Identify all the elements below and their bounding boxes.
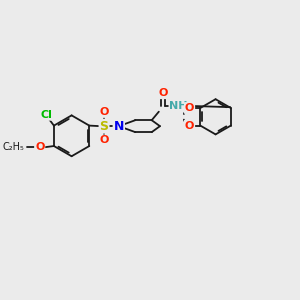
Text: O: O: [158, 88, 168, 98]
Text: O: O: [35, 142, 44, 152]
Text: N: N: [114, 120, 124, 133]
Text: O: O: [185, 103, 194, 113]
Text: O: O: [99, 107, 109, 117]
Text: O: O: [99, 135, 109, 146]
Text: C₂H₅: C₂H₅: [2, 142, 24, 152]
Text: S: S: [100, 120, 109, 133]
Text: O: O: [185, 121, 194, 130]
Text: NH: NH: [169, 101, 188, 111]
Text: Cl: Cl: [40, 110, 52, 120]
